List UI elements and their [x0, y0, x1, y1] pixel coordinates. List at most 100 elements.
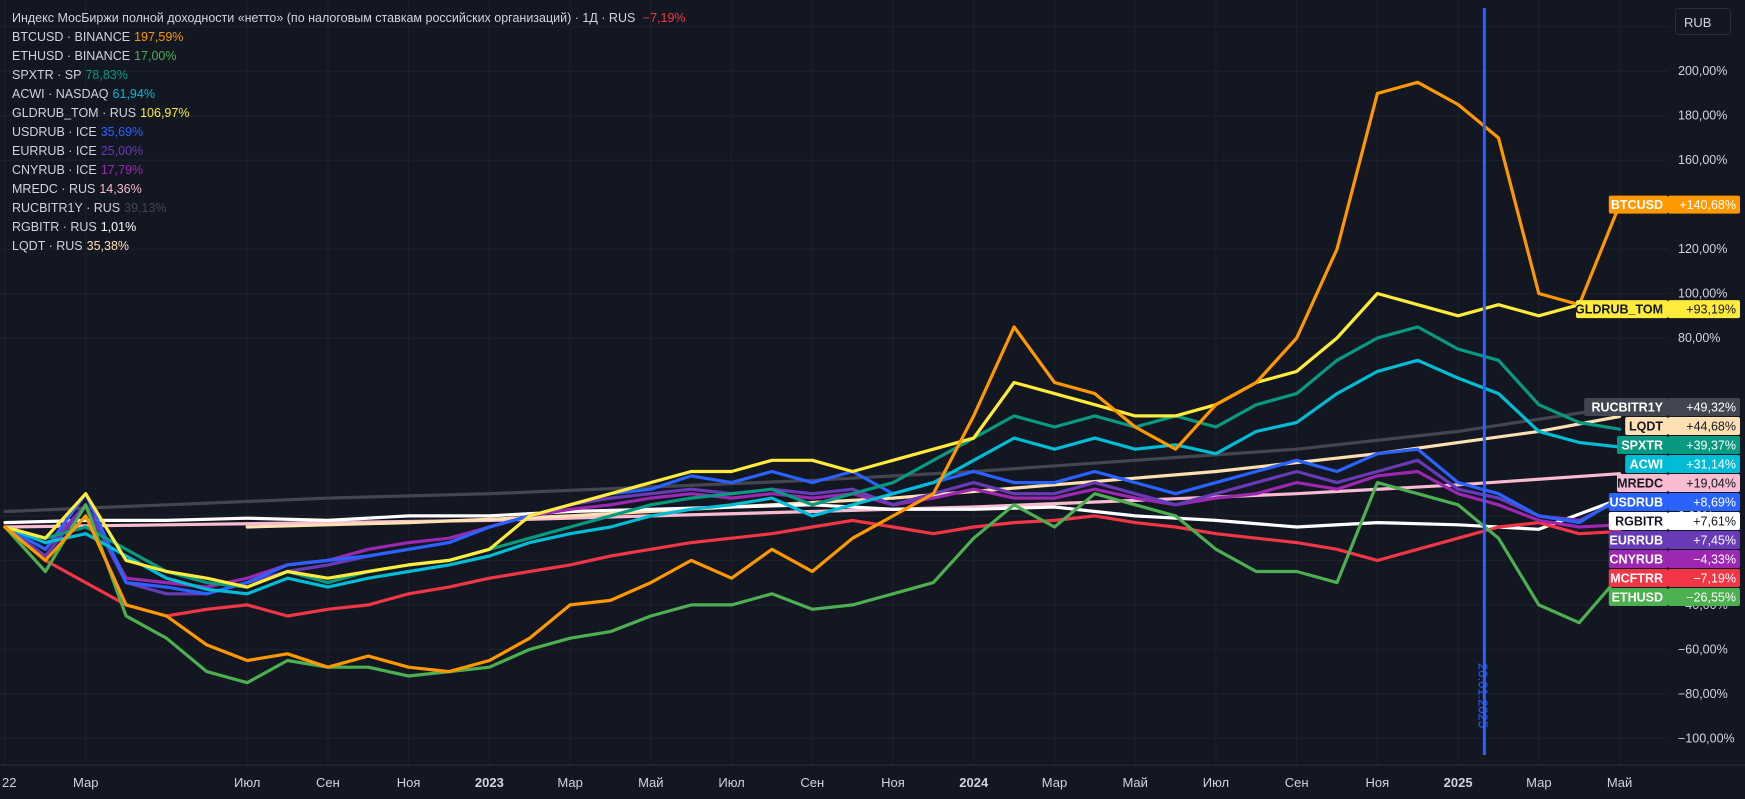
- legend-series-value: 25,00%: [100, 144, 144, 158]
- legend-row[interactable]: GLDRUB_TOM · RUS 106,97%: [12, 104, 686, 123]
- chart-grid: [0, 0, 1668, 765]
- series-tag-value: +93,19%: [1686, 303, 1736, 317]
- series-line-mredc: [3, 472, 1622, 529]
- y-tick-label: 80,00%: [1678, 331, 1720, 345]
- series-line-usdrub: [3, 447, 1622, 596]
- legend-row[interactable]: EURRUB · ICE 25,00%: [12, 142, 686, 161]
- series-tag-value: +44,68%: [1686, 419, 1736, 433]
- series-tag-name: MCFTRR: [1610, 571, 1663, 585]
- x-tick-label: Май: [1607, 775, 1632, 790]
- series-line-ethusd: [3, 481, 1622, 685]
- legend-row[interactable]: ACWI · NASDAQ 61,94%: [12, 85, 686, 104]
- series-tag-value: +8,69%: [1693, 495, 1736, 509]
- series-end-labels: BTCUSD +140,68% GLDRUB_TOM +93,19% RUCBITR1Y…: [1575, 195, 1740, 606]
- series-end-tag-ethusd: ETHUSD −26,55%: [1608, 587, 1740, 606]
- legend-series-name: ETHUSD · BINANCE: [12, 49, 131, 63]
- series-tag-value: +39,37%: [1686, 438, 1736, 452]
- legend-series-name: USDRUB · ICE: [12, 125, 97, 139]
- y-tick-label: −100,00%: [1678, 731, 1735, 745]
- legend-series-value: 197,59%: [134, 30, 184, 44]
- legend-row[interactable]: ETHUSD · BINANCE 17,00%: [12, 47, 686, 66]
- series-tag-name: EURRUB: [1610, 533, 1663, 547]
- series-tag-value: +49,32%: [1686, 400, 1736, 414]
- series-tag-name: SPXTR: [1621, 438, 1663, 452]
- x-tick-label: Май: [1122, 775, 1147, 790]
- legend-row[interactable]: RGBITR · RUS 1,01%: [12, 218, 686, 237]
- x-tick-label: 2023: [475, 775, 504, 790]
- legend-row[interactable]: LQDT · RUS 35,38%: [12, 237, 686, 256]
- series-line-rucbitr1y: [3, 405, 1622, 514]
- series-tag-value-bg: [1668, 492, 1740, 511]
- series-tag-value-bg: [1668, 549, 1740, 568]
- series-tag-name-bg: [1608, 492, 1668, 511]
- series-tag-name-bg: [1617, 473, 1668, 492]
- series-end-tag-acwi: ACWI +31,14%: [1625, 454, 1740, 473]
- series-end-tag-btcusd: BTCUSD +140,68%: [1608, 195, 1740, 214]
- x-tick-label: 22: [2, 775, 16, 790]
- series-tag-name-bg: [1608, 549, 1668, 568]
- series-tag-name-bg: [1625, 454, 1668, 473]
- series-tag-value-bg: [1668, 530, 1740, 549]
- series-tag-value: +140,68%: [1679, 198, 1736, 212]
- y-tick-label: 120,00%: [1678, 242, 1727, 256]
- series-line-gldrub_tom: [3, 291, 1622, 589]
- legend-row[interactable]: BTCUSD · BINANCE 197,59%: [12, 28, 686, 47]
- x-tick-label: Ноя: [1366, 775, 1390, 790]
- legend-row[interactable]: SPXTR · SP 78,83%: [12, 66, 686, 85]
- x-tick-label: Ноя: [881, 775, 905, 790]
- legend-series-value: 78,83%: [85, 68, 128, 82]
- series-end-tag-lqdt: LQDT +44,68%: [1625, 416, 1740, 435]
- legend-series-value: 1,01%: [100, 220, 137, 234]
- x-tick-label: Май: [638, 775, 663, 790]
- series-tag-name-bg: [1608, 530, 1668, 549]
- y-tick-label: −80,00%: [1678, 687, 1728, 701]
- legend-series-value: 106,97%: [140, 106, 190, 120]
- series-tag-name-bg: [1584, 397, 1668, 416]
- series-end-tag-cnyrub: CNYRUB −4,33%: [1608, 549, 1740, 568]
- series-tag-name-bg: [1608, 195, 1668, 214]
- series-end-tag-mredc: MREDC +19,04%: [1617, 473, 1740, 492]
- series-tag-name-bg: [1617, 435, 1668, 454]
- series-end-tag-rgbitr: RGBITR +7,61%: [1608, 511, 1740, 530]
- series-tag-name-bg: [1576, 300, 1668, 319]
- series-tag-value-bg: [1668, 397, 1740, 416]
- series-tag-name: BTCUSD: [1611, 198, 1663, 212]
- x-tick-label: Июл: [718, 775, 744, 790]
- x-tick-label: Мар: [1042, 775, 1067, 790]
- series-tag-value-bg: [1668, 416, 1740, 435]
- series-tag-value-bg: [1668, 454, 1740, 473]
- legend-row[interactable]: CNYRUB · ICE 17,79%: [12, 161, 686, 180]
- legend-series-name: EURRUB · ICE: [12, 144, 97, 158]
- legend-series-name: SPXTR · SP: [12, 68, 82, 82]
- legend-row[interactable]: USDRUB · ICE 35,69%: [12, 123, 686, 142]
- y-tick-label: 160,00%: [1678, 153, 1727, 167]
- legend-row[interactable]: MREDC · RUS 14,36%: [12, 180, 686, 199]
- series-end-tag-usdrub: USDRUB +8,69%: [1608, 492, 1740, 511]
- legend-series-name: MREDC · RUS: [12, 182, 96, 196]
- legend-row[interactable]: RUCBITR1Y · RUS 39,13%: [12, 199, 686, 218]
- series-tag-name: ETHUSD: [1612, 590, 1663, 604]
- legend-series-value: 61,94%: [112, 87, 155, 101]
- series-tag-value-bg: [1668, 473, 1740, 492]
- x-tick-label: 2025: [1444, 775, 1473, 790]
- series-tag-name: CNYRUB: [1610, 552, 1663, 566]
- series-tag-value-bg: [1668, 568, 1740, 587]
- series-tag-value: +7,61%: [1693, 514, 1736, 528]
- y-tick-label: −60,00%: [1678, 642, 1728, 656]
- currency-button[interactable]: RUB: [1675, 8, 1731, 35]
- series-tag-name: USDRUB: [1610, 495, 1663, 509]
- x-tick-label: Сен: [316, 775, 340, 790]
- series-tag-value-bg: [1668, 511, 1740, 530]
- series-tag-name-bg: [1625, 416, 1668, 435]
- y-tick-label: 180,00%: [1678, 109, 1727, 123]
- series-tag-name: LQDT: [1629, 419, 1663, 433]
- legend-series-value: 35,69%: [100, 125, 144, 139]
- x-tick-label: Июл: [234, 775, 260, 790]
- x-tick-label: Мар: [557, 775, 582, 790]
- series-tag-name: RUCBITR1Y: [1591, 400, 1663, 414]
- x-tick-label: Мар: [1526, 775, 1551, 790]
- series-end-tag-gldrub_tom: GLDRUB_TOM +93,19%: [1575, 300, 1740, 319]
- series-tag-value: −4,33%: [1693, 552, 1736, 566]
- legend-series-name: CNYRUB · ICE: [12, 163, 97, 177]
